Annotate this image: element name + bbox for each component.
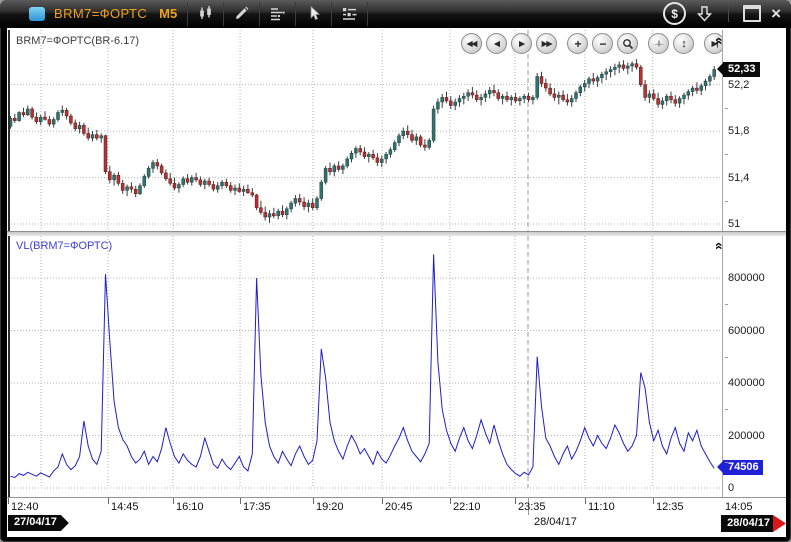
volume-axis[interactable]: 74506 800000 600000 400000 200000 0: [717, 236, 786, 497]
axis-minor-tick: [725, 356, 728, 358]
nav-scroll-fast-right-button[interactable]: ▶▶: [536, 33, 557, 54]
time-tick: [240, 498, 241, 504]
time-tick: [8, 498, 9, 504]
restore-window-button[interactable]: [743, 5, 762, 22]
time-tick-label: 20:45: [385, 501, 413, 513]
plot-left-edge: [8, 30, 10, 497]
nav-scroll-right-button[interactable]: ▶: [511, 33, 532, 54]
volume-axis-label: 600000: [728, 324, 765, 337]
last-price-badge: 52,33: [717, 61, 760, 77]
nav-scroll-left-button[interactable]: ◀: [486, 33, 507, 54]
volume-profile-icon: [270, 8, 285, 21]
panel-divider[interactable]: [7, 231, 786, 236]
last-volume-badge: 74506: [717, 460, 763, 476]
time-axis[interactable]: 27/04/17 28/04/17 28/04/17 12:40 14:45 16:…: [7, 497, 786, 537]
axis-minor-tick: [725, 409, 728, 411]
price-axis-label: 51,8: [728, 125, 750, 138]
price-plot[interactable]: [8, 30, 722, 231]
time-tick: [173, 498, 174, 504]
time-tick-label: 17:35: [243, 501, 271, 513]
time-tick-label: 16:10: [176, 501, 204, 513]
titlebar-right-controls: $ ×: [663, 2, 781, 25]
time-tick-label: 23:35: [518, 501, 546, 513]
nav-scroll-fast-left-button[interactable]: ◀◀: [461, 33, 482, 54]
time-tick: [653, 498, 654, 504]
app-icon: [29, 6, 45, 21]
pencil-icon: [236, 6, 249, 19]
volume-panel-label: VL(BRM7=ФОРТС): [16, 240, 113, 252]
close-icon[interactable]: ×: [771, 3, 781, 23]
volume-profile-tool-button[interactable]: [259, 1, 295, 26]
timeframe-label: М5: [159, 6, 178, 21]
volume-axis-label: 200000: [728, 429, 765, 442]
download-arrow-icon: [696, 5, 712, 22]
candlestick-chart-type-button[interactable]: [187, 1, 223, 26]
draw-tool-button[interactable]: [223, 1, 259, 26]
toolbar: [187, 1, 369, 26]
titlebar[interactable]: BRM7=ФОРТС М5: [0, 0, 791, 28]
candlestick-chart-icon: [199, 6, 211, 19]
price-axis-label: 51,4: [728, 171, 750, 184]
axis-minor-tick: [725, 107, 728, 109]
nav-zoom-lens-button[interactable]: [617, 33, 638, 54]
end-date-arrow-icon: [773, 515, 786, 532]
cursor-icon: [310, 5, 321, 21]
volume-axis-label: 400000: [728, 377, 765, 389]
currency-button[interactable]: $: [663, 2, 687, 25]
time-tick: [585, 498, 586, 504]
start-date-badge: 27/04/17: [8, 515, 69, 531]
chart-nav-toolbar: ◀◀ ◀ ▶ ▶▶ + − →|← ↕ ▶|: [457, 33, 725, 54]
axis-minor-tick: [725, 304, 728, 306]
axis-minor-tick: [725, 200, 728, 202]
chart-client-area: BRM7=ФОРТС(BR-6.17) VL(BRM7=ФОРТС) ◀◀ ◀ ▶ ▶…: [7, 28, 786, 537]
time-tick-label: 11:10: [588, 501, 615, 513]
time-tick-label: 12:35: [656, 501, 684, 513]
nav-compress-horizontal-button[interactable]: →|←: [648, 33, 669, 54]
time-tick-label: 12:40: [11, 501, 39, 513]
time-tick-label: 22:10: [453, 501, 481, 513]
time-tick: [450, 498, 451, 504]
window-title-symbol: BRM7=ФОРТС: [54, 6, 148, 21]
price-axis-label: 52,2: [728, 78, 750, 91]
dollar-icon: $: [671, 6, 678, 21]
nav-compress-vertical-button[interactable]: ↕: [673, 33, 694, 54]
nav-zoom-in-button[interactable]: +: [567, 33, 588, 54]
axis-minor-tick: [725, 461, 728, 463]
time-tick-label: 14:05: [725, 501, 753, 513]
date-change-label: 28/04/17: [534, 516, 577, 528]
axis-minor-tick: [725, 154, 728, 156]
time-tick: [382, 498, 383, 504]
cursor-tool-button[interactable]: [295, 1, 331, 26]
levels-icon: [342, 8, 357, 20]
time-tick-label: 19:20: [316, 501, 344, 513]
date-separator-tick: [528, 498, 529, 515]
download-button[interactable]: [694, 4, 714, 24]
volume-plot[interactable]: [8, 236, 722, 497]
end-date-badge: 28/04/17: [721, 515, 786, 532]
price-axis-label: 51: [728, 218, 741, 231]
volume-axis-label: 800000: [728, 272, 765, 284]
titlebar-separator: [728, 5, 730, 22]
volume-axis-label: 0: [728, 482, 735, 494]
time-tick: [313, 498, 314, 504]
time-tick: [515, 498, 516, 504]
time-tick-label: 14:45: [111, 501, 139, 513]
nav-zoom-out-button[interactable]: −: [592, 33, 613, 54]
price-panel-label: BRM7=ФОРТС(BR-6.17): [16, 35, 140, 47]
time-tick: [108, 498, 109, 504]
zoom-lens-icon: [622, 38, 633, 49]
price-axis[interactable]: 52,33 52,2 51,8 51,4 51: [717, 30, 786, 231]
levels-tool-button[interactable]: [331, 1, 369, 26]
end-date-text: 28/04/17: [721, 515, 773, 532]
